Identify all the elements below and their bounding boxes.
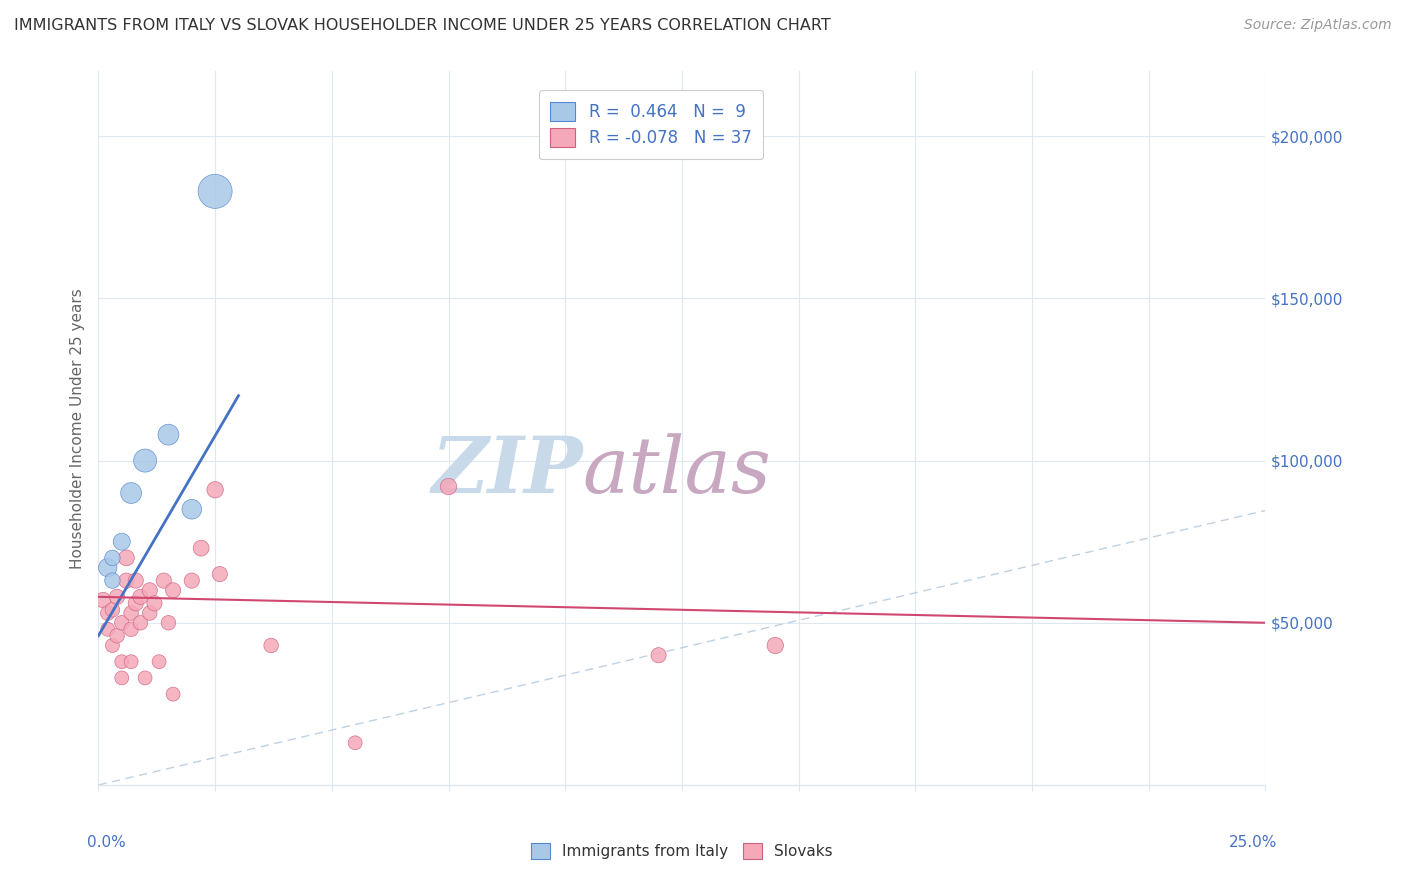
Point <box>115 550 138 565</box>
Text: ZIP: ZIP <box>432 433 582 509</box>
Point <box>204 483 226 497</box>
Point <box>111 615 134 630</box>
Point <box>97 622 120 636</box>
Point <box>180 574 202 588</box>
Point <box>139 583 162 598</box>
Point <box>120 606 142 620</box>
Point <box>120 486 142 500</box>
Point <box>101 574 124 588</box>
Point <box>101 603 124 617</box>
Point <box>111 534 134 549</box>
Text: atlas: atlas <box>582 433 772 509</box>
Point <box>763 639 786 653</box>
Point <box>162 687 184 701</box>
Text: 0.0%: 0.0% <box>87 835 125 850</box>
Point <box>105 629 128 643</box>
Point <box>647 648 669 663</box>
Point <box>125 574 148 588</box>
Point <box>111 671 134 685</box>
Point <box>134 671 156 685</box>
Point <box>152 574 174 588</box>
Point <box>260 639 283 653</box>
Point <box>190 541 212 556</box>
Point <box>344 736 367 750</box>
Point <box>120 655 142 669</box>
Point <box>97 606 120 620</box>
Point <box>105 590 128 604</box>
Point <box>101 639 124 653</box>
Point <box>134 453 156 467</box>
Text: 25.0%: 25.0% <box>1229 835 1277 850</box>
Point <box>437 479 460 493</box>
Point <box>162 583 184 598</box>
Text: IMMIGRANTS FROM ITALY VS SLOVAK HOUSEHOLDER INCOME UNDER 25 YEARS CORRELATION CH: IMMIGRANTS FROM ITALY VS SLOVAK HOUSEHOL… <box>14 18 831 33</box>
Point <box>204 185 226 199</box>
Point <box>91 593 114 607</box>
Point <box>148 655 170 669</box>
Point <box>129 590 152 604</box>
Point <box>157 427 180 442</box>
Point <box>208 567 231 582</box>
Point <box>97 560 120 574</box>
Point <box>125 596 148 610</box>
Point <box>120 622 142 636</box>
Point <box>111 655 134 669</box>
Point <box>180 502 202 516</box>
Point <box>129 615 152 630</box>
Point <box>101 550 124 565</box>
Point <box>143 596 166 610</box>
Text: Source: ZipAtlas.com: Source: ZipAtlas.com <box>1244 18 1392 32</box>
Legend: Immigrants from Italy, Slovaks: Immigrants from Italy, Slovaks <box>523 836 841 867</box>
Point <box>139 606 162 620</box>
Point <box>157 615 180 630</box>
Point <box>115 574 138 588</box>
Y-axis label: Householder Income Under 25 years: Householder Income Under 25 years <box>69 288 84 568</box>
